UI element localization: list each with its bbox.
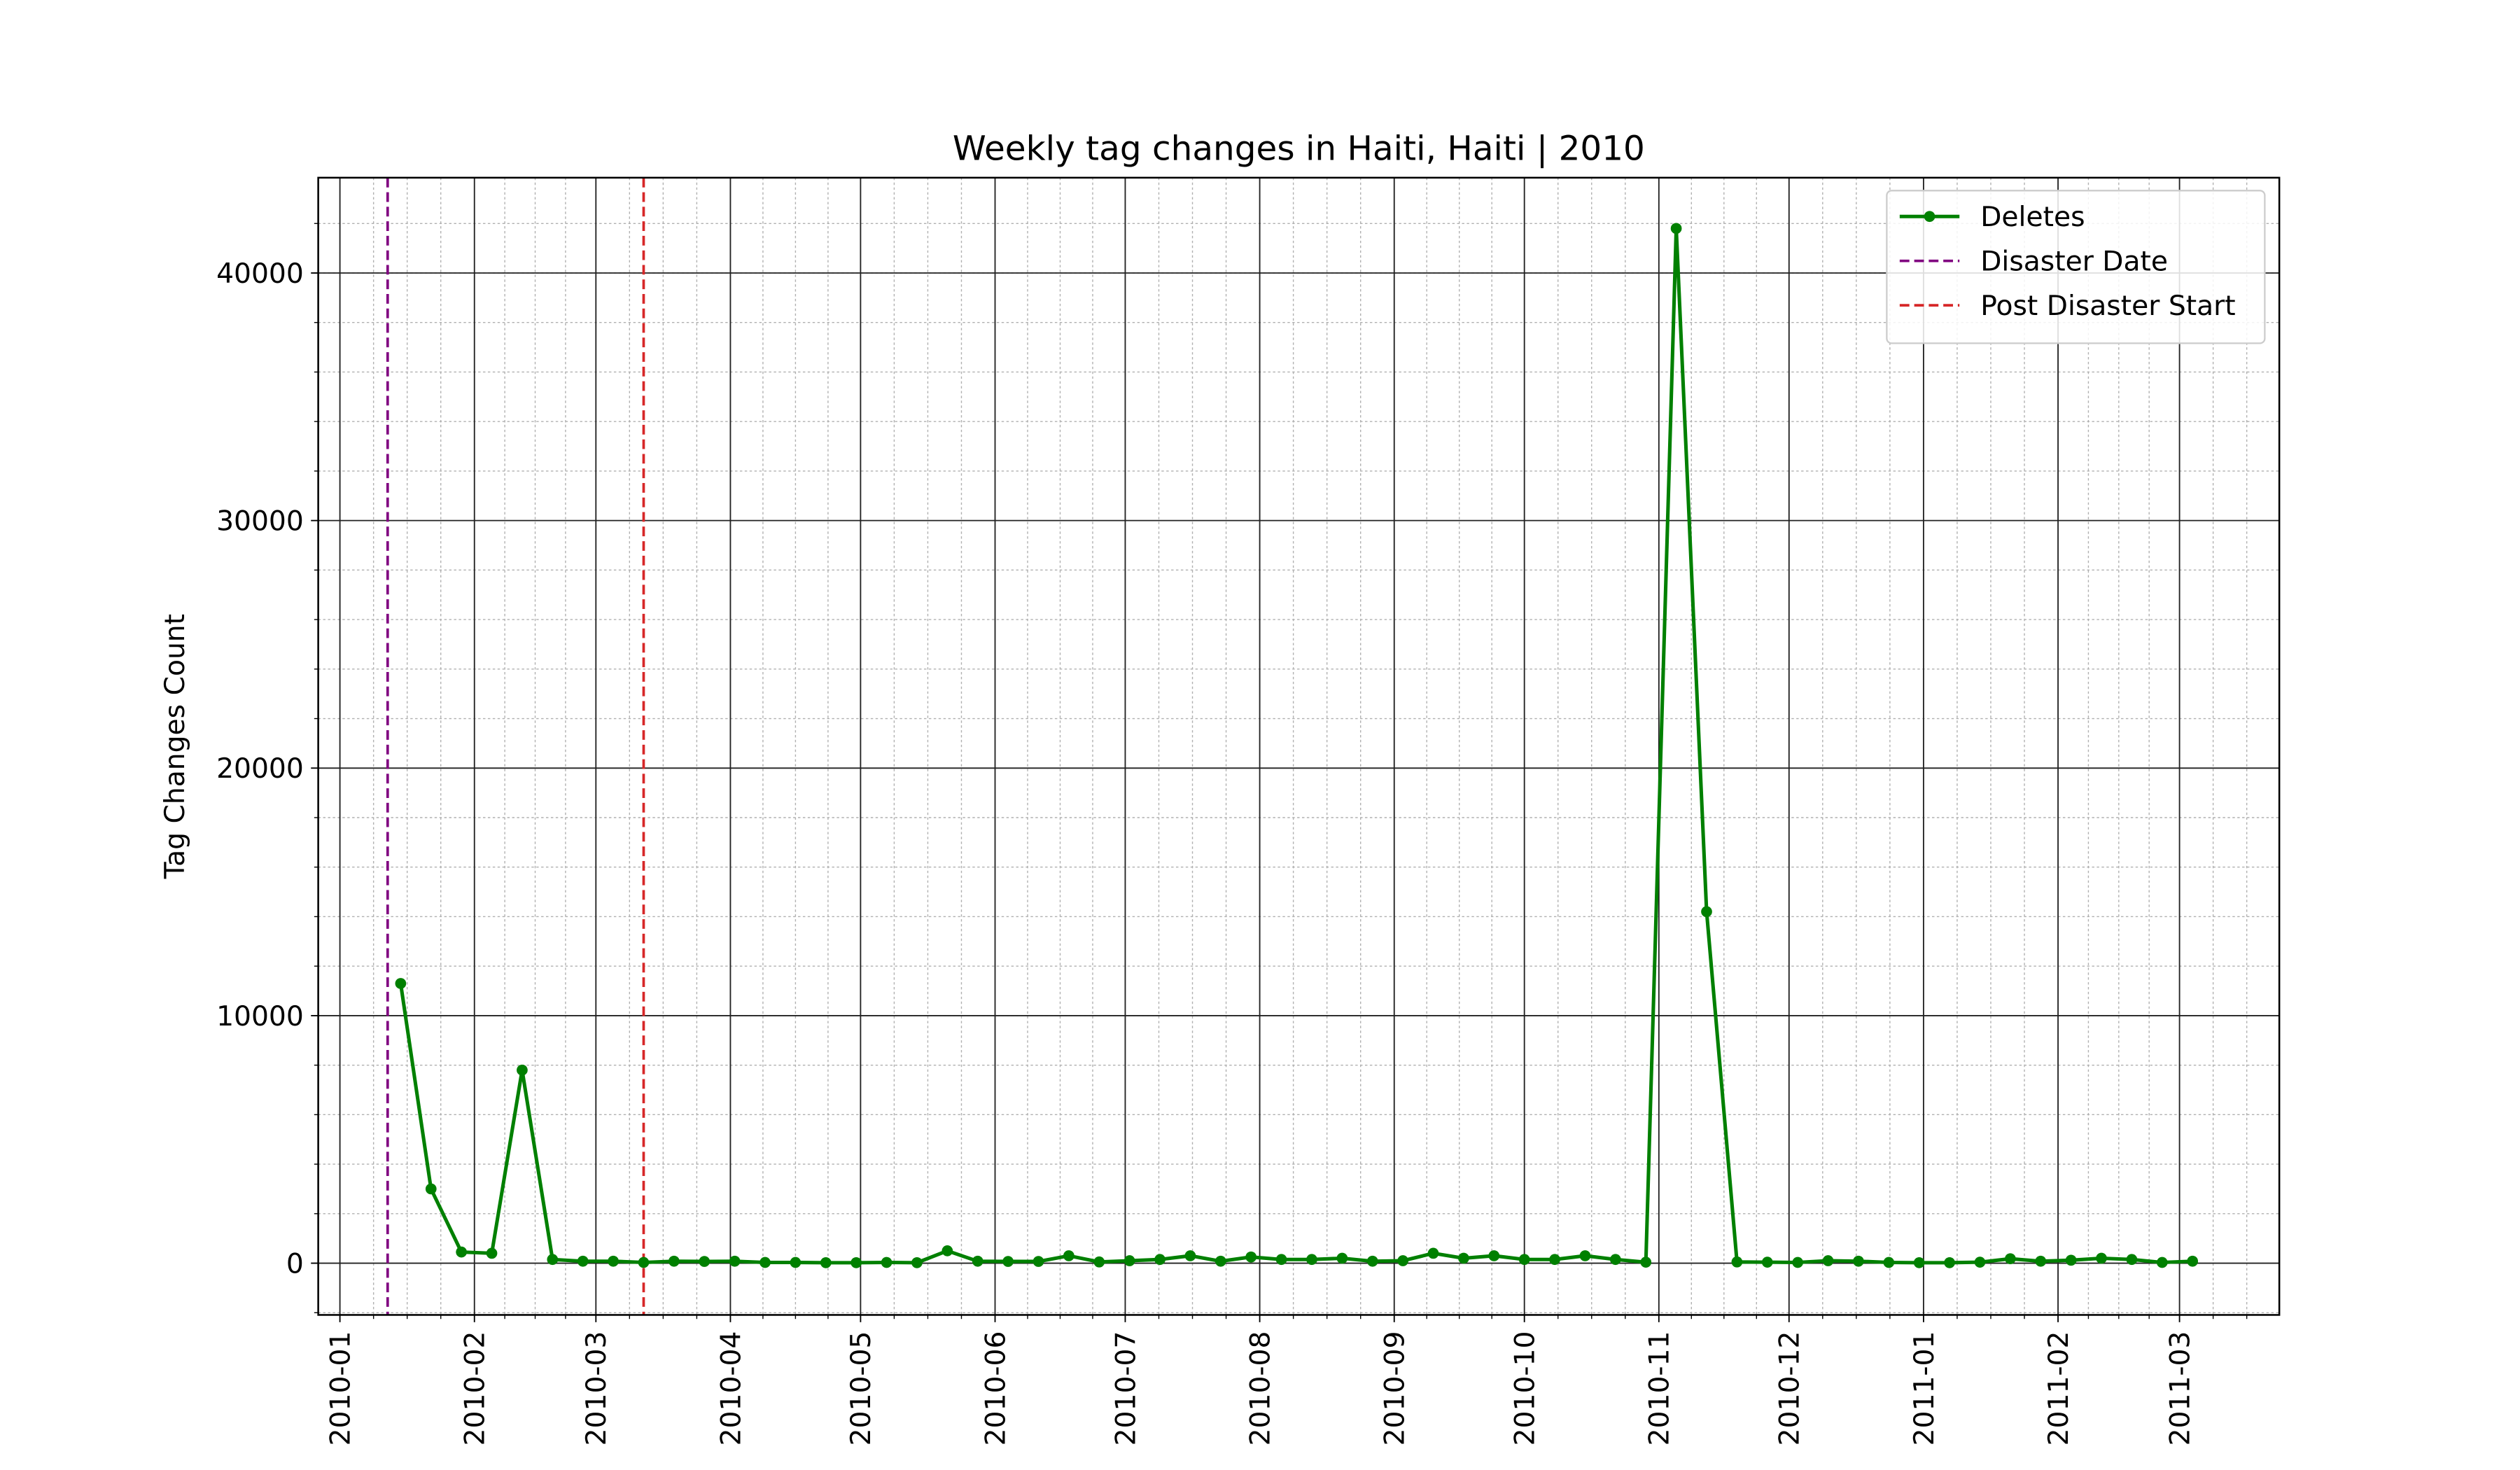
x-tick-label: 2010-05 — [846, 1331, 877, 1446]
legend: Deletes Disaster Date Post Disaster Start — [1886, 190, 2266, 344]
data-point — [2005, 1253, 2016, 1265]
x-tick-label: 2010-10 — [1510, 1331, 1541, 1446]
data-point — [1336, 1252, 1348, 1264]
data-point — [2035, 1255, 2047, 1267]
data-point — [850, 1256, 862, 1268]
x-tick-label: 2010-09 — [1380, 1331, 1411, 1446]
data-point — [1184, 1250, 1196, 1261]
x-tick-label: 2010-02 — [460, 1331, 491, 1446]
data-point — [1670, 223, 1682, 234]
data-point — [1640, 1256, 1652, 1268]
data-point — [1792, 1256, 1804, 1268]
data-point — [638, 1256, 650, 1268]
x-tick-label: 2011-03 — [2164, 1331, 2196, 1446]
x-tick-label: 2010-01 — [325, 1331, 356, 1446]
data-point — [881, 1256, 892, 1268]
x-tick-label: 2010-03 — [581, 1331, 612, 1446]
data-point — [1609, 1254, 1621, 1266]
plot-frame — [317, 176, 2281, 1316]
data-point — [1518, 1254, 1530, 1266]
y-tick-label: 0 — [286, 1248, 304, 1280]
data-point — [608, 1255, 619, 1267]
chart-title: Weekly tag changes in Haiti, Haiti | 201… — [953, 129, 1645, 168]
data-point — [2126, 1254, 2138, 1266]
data-point — [2065, 1254, 2077, 1266]
data-point — [1275, 1254, 1287, 1266]
data-point — [1427, 1247, 1439, 1259]
y-tick-label: 40000 — [216, 258, 304, 290]
data-point — [1124, 1255, 1135, 1266]
data-point — [395, 978, 407, 989]
data-point — [1093, 1256, 1105, 1268]
data-point — [668, 1255, 680, 1267]
x-tick-label: 2010-07 — [1110, 1331, 1142, 1446]
x-tick-label: 2010-08 — [1245, 1331, 1276, 1446]
data-point — [1306, 1254, 1317, 1266]
data-point — [699, 1256, 710, 1267]
data-point — [1366, 1255, 1378, 1267]
legend-label: Deletes — [1980, 202, 2085, 233]
x-tick-label: 2011-02 — [2043, 1331, 2075, 1446]
x-tick-label: 2010-06 — [980, 1331, 1011, 1446]
data-point — [1245, 1251, 1257, 1263]
data-point — [425, 1183, 437, 1195]
data-point — [1913, 1256, 1925, 1268]
data-point — [1032, 1256, 1044, 1267]
data-point — [790, 1256, 802, 1268]
data-point — [1944, 1256, 1955, 1268]
data-point — [517, 1064, 528, 1076]
y-tick-label: 30000 — [216, 505, 304, 537]
data-point — [1063, 1250, 1074, 1261]
x-tick-label: 2010-04 — [715, 1331, 747, 1446]
x-tick-label: 2011-01 — [1909, 1331, 1940, 1446]
data-point — [1761, 1256, 1773, 1268]
data-point — [1154, 1254, 1166, 1266]
data-point — [1701, 906, 1712, 918]
data-point — [941, 1245, 953, 1256]
data-point — [2156, 1256, 2168, 1268]
data-point — [1883, 1256, 1895, 1268]
data-point — [2187, 1255, 2199, 1267]
data-point — [820, 1256, 832, 1268]
legend-label: Post Disaster Start — [1980, 290, 2235, 322]
x-axis-label: Date — [1266, 1468, 1332, 1470]
data-point — [972, 1255, 983, 1267]
data-point — [456, 1246, 467, 1258]
data-point — [1853, 1255, 1864, 1267]
data-point — [760, 1256, 771, 1268]
x-tick-label: 2010-12 — [1774, 1331, 1806, 1446]
data-point — [577, 1255, 589, 1267]
data-point — [729, 1255, 741, 1267]
x-tick-label: 2010-11 — [1644, 1331, 1676, 1446]
data-point — [1488, 1250, 1500, 1261]
data-point — [911, 1256, 923, 1268]
legend-label: Disaster Date — [1980, 246, 2168, 278]
data-point — [1549, 1254, 1560, 1266]
y-tick-label: 10000 — [216, 1001, 304, 1032]
legend-marker — [1924, 211, 1935, 223]
data-point — [1822, 1255, 1834, 1266]
y-axis-label: Tag Changes Count — [160, 614, 191, 879]
data-point — [1214, 1255, 1226, 1267]
data-point — [1974, 1256, 1986, 1268]
y-tick-label: 20000 — [216, 753, 304, 785]
data-point — [486, 1247, 498, 1259]
data-point — [1002, 1256, 1014, 1267]
data-point — [2096, 1252, 2107, 1264]
data-point — [1579, 1250, 1591, 1261]
data-point — [1731, 1256, 1743, 1268]
data-point — [1397, 1255, 1408, 1266]
data-point — [1458, 1252, 1469, 1264]
legend-box — [1886, 190, 2266, 344]
data-point — [547, 1254, 559, 1266]
